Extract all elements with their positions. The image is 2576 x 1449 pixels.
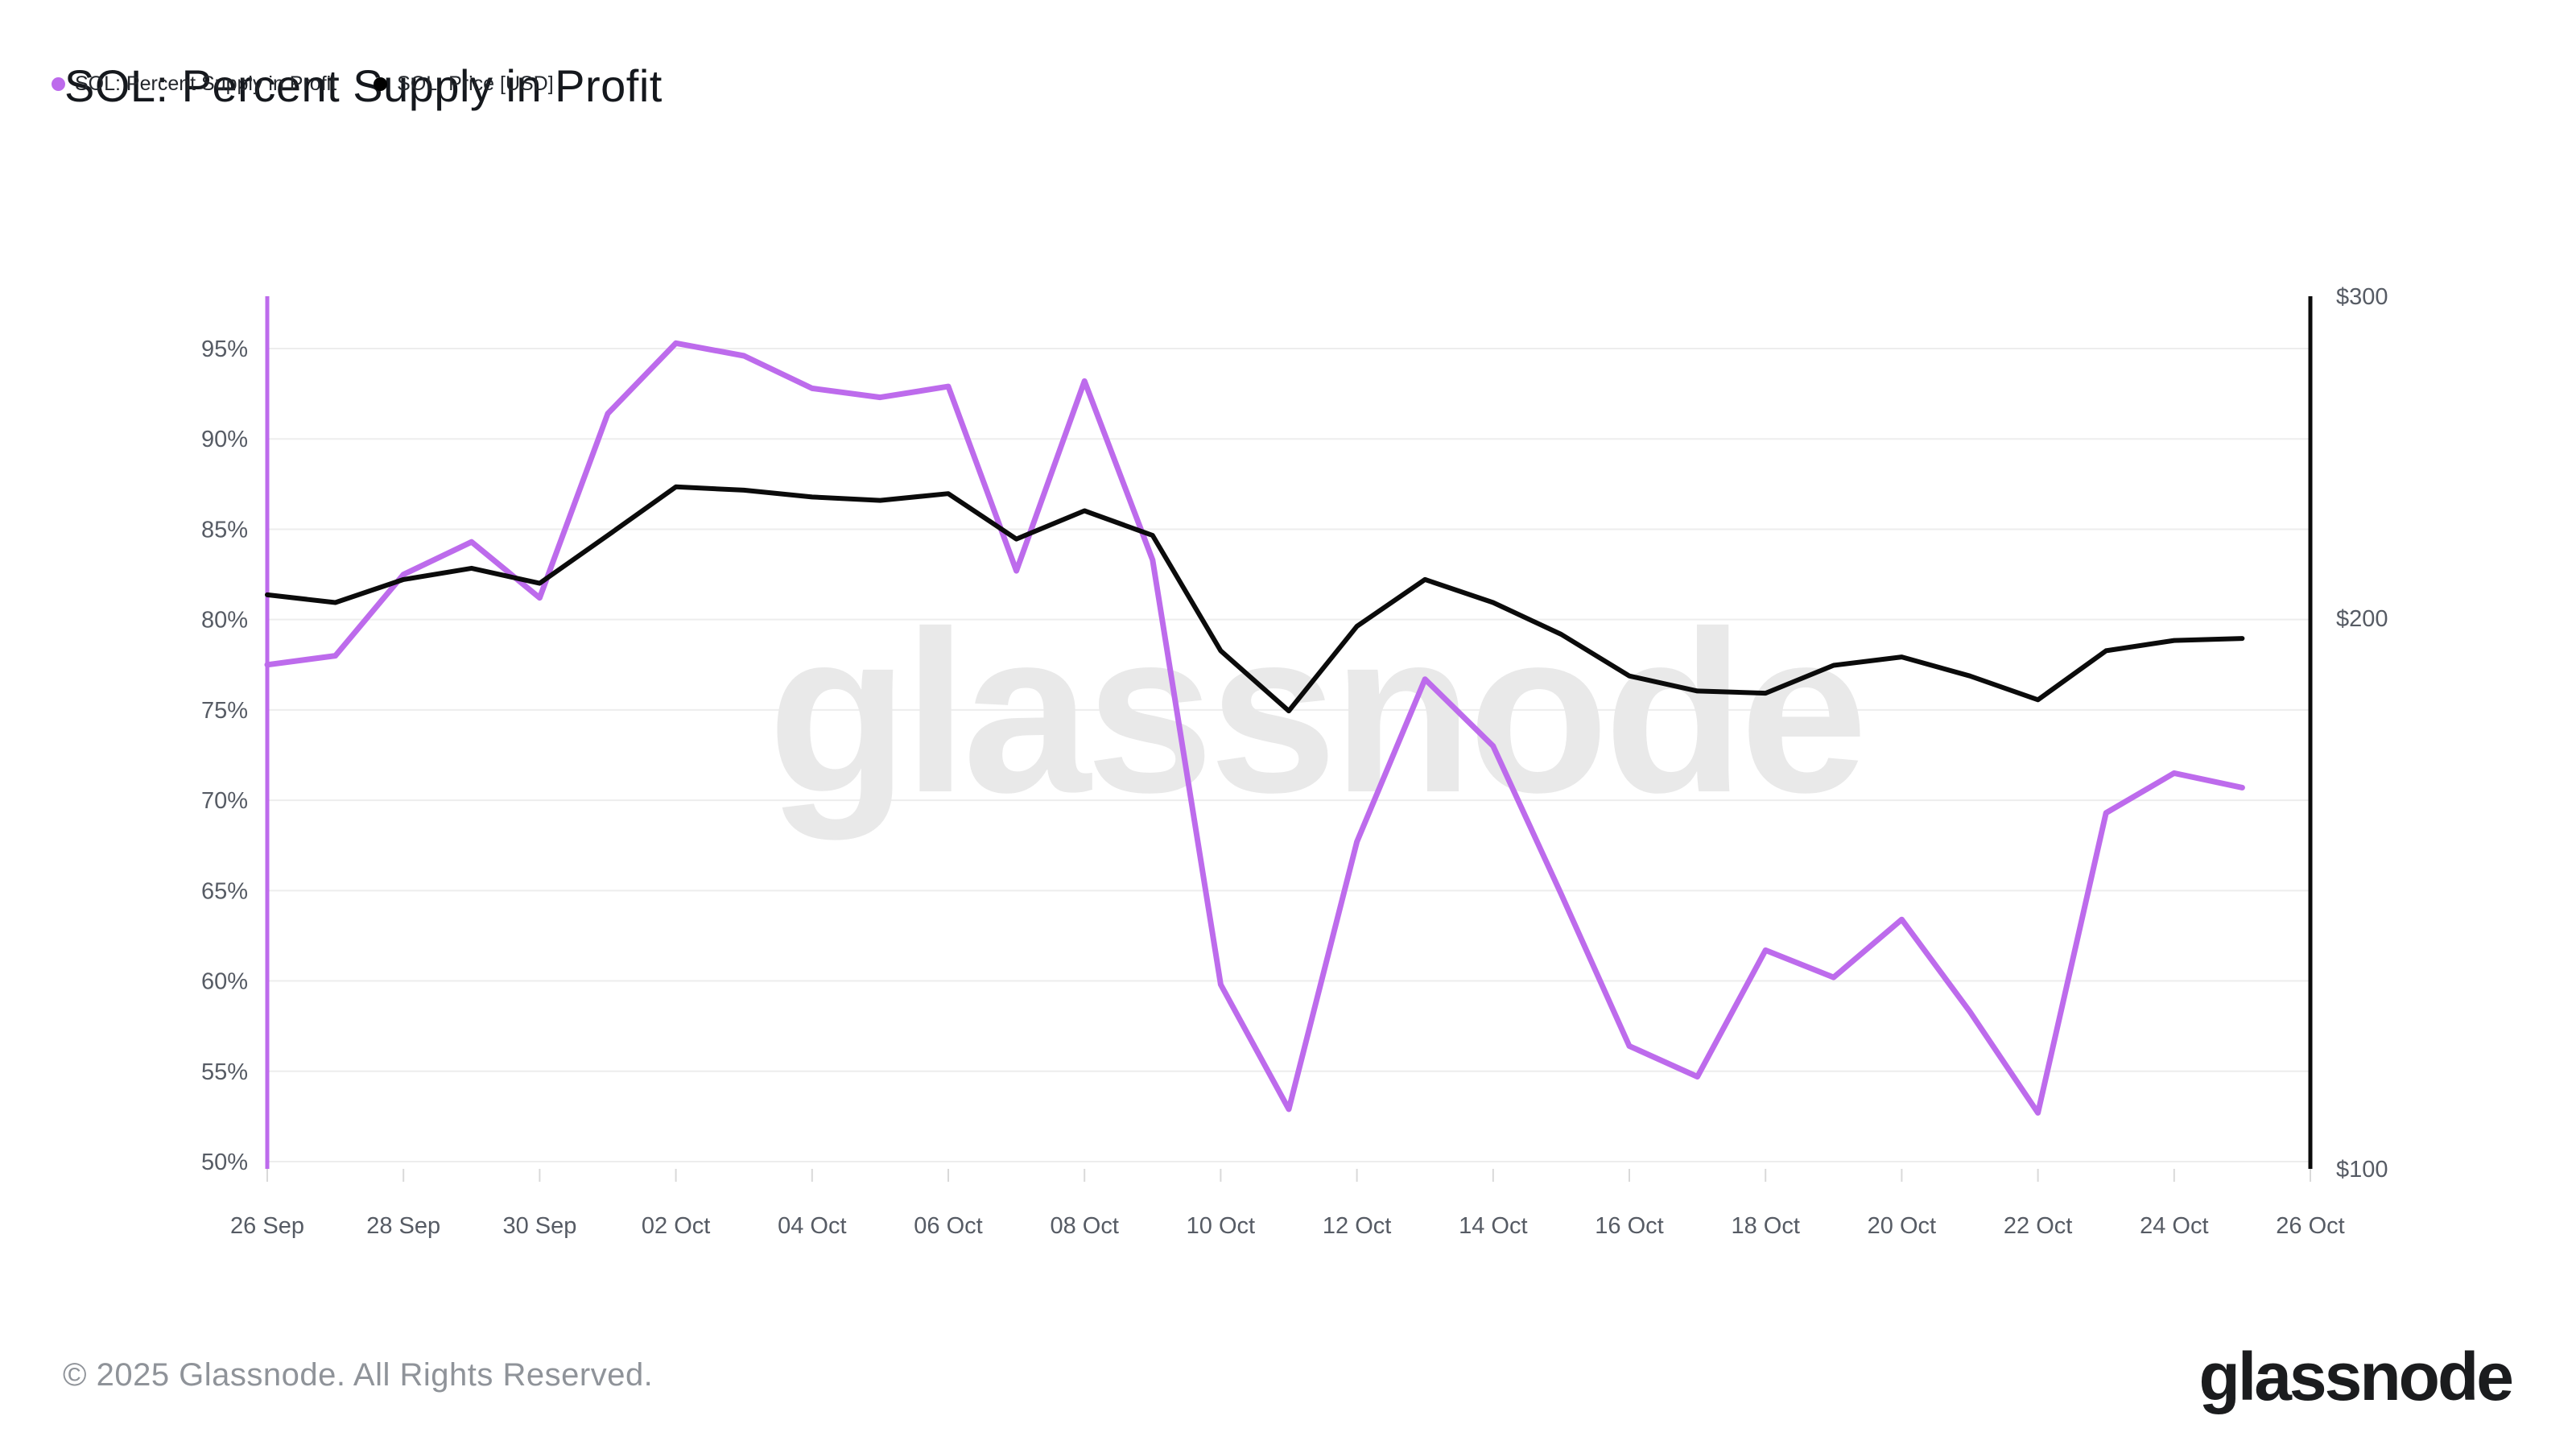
y-axis-label-left: 90% xyxy=(201,427,248,452)
legend: SOL: Percent Supply in Profit SOL: Price… xyxy=(52,72,554,96)
y-axis-label-left: 85% xyxy=(201,517,248,543)
x-axis-label: 10 Oct xyxy=(1187,1213,1255,1239)
x-axis-label: 26 Oct xyxy=(2276,1213,2344,1239)
x-axis-label: 22 Oct xyxy=(2004,1213,2072,1239)
page-title: SOL: Percent Supply in Profit xyxy=(64,60,663,111)
x-axis-label: 06 Oct xyxy=(914,1213,982,1239)
y-axis-label-left: 95% xyxy=(201,336,248,362)
y-axis-label-left: 55% xyxy=(201,1059,248,1085)
legend-label-price: SOL: Price [USD] xyxy=(397,72,554,95)
x-axis-label: 14 Oct xyxy=(1459,1213,1527,1239)
y-axis-label-right: $300 xyxy=(2336,284,2388,310)
y-axis-label-left: 70% xyxy=(201,788,248,814)
legend-item-price[interactable]: SOL: Price [USD] xyxy=(374,72,554,96)
percent-supply-legend-dot-icon xyxy=(52,77,65,91)
chart-plot-area[interactable]: glassnode 26 Sep 28 Sep 30 Sep 02 Oct 04 Oct 0… xyxy=(0,0,2576,1288)
x-axis-label: 08 Oct xyxy=(1050,1213,1118,1239)
x-axis-label: 16 Oct xyxy=(1595,1213,1663,1239)
footer-copyright: © 2025 Glassnode. All Rights Reserved. xyxy=(63,1357,654,1393)
series-line-price[interactable] xyxy=(265,484,2245,714)
y-axis-label-left: 65% xyxy=(201,878,248,904)
x-axis-label: 02 Oct xyxy=(642,1213,710,1239)
y-axis-label-right: $100 xyxy=(2336,1157,2388,1183)
legend-item-percent-supply[interactable]: SOL: Percent Supply in Profit xyxy=(52,72,336,96)
y-axis-label-left: 50% xyxy=(201,1150,248,1175)
x-axis-label: 12 Oct xyxy=(1323,1213,1391,1239)
x-axis-label: 20 Oct xyxy=(1868,1213,1936,1239)
x-axis-label: 26 Sep xyxy=(230,1213,304,1239)
x-axis-label: 28 Sep xyxy=(366,1213,440,1239)
x-axis-label: 30 Sep xyxy=(502,1213,576,1239)
x-axis-label: 18 Oct xyxy=(1731,1213,1799,1239)
y-axis-label-left: 80% xyxy=(201,608,248,634)
legend-label-percent-supply: SOL: Percent Supply in Profit xyxy=(75,72,337,95)
y-axis-label-left: 75% xyxy=(201,698,248,724)
y-axis-label-right: $200 xyxy=(2336,606,2388,632)
glassnode-logo: glassnode xyxy=(2198,1339,2514,1414)
watermark-text: glassnode xyxy=(768,583,1864,842)
x-axis-label: 24 Oct xyxy=(2140,1213,2208,1239)
y-axis-label-left: 60% xyxy=(201,969,248,995)
price-legend-dot-icon xyxy=(374,77,388,91)
series-line-percent-supply-in-profit[interactable] xyxy=(264,340,2245,1116)
x-axis-label: 04 Oct xyxy=(778,1213,846,1239)
